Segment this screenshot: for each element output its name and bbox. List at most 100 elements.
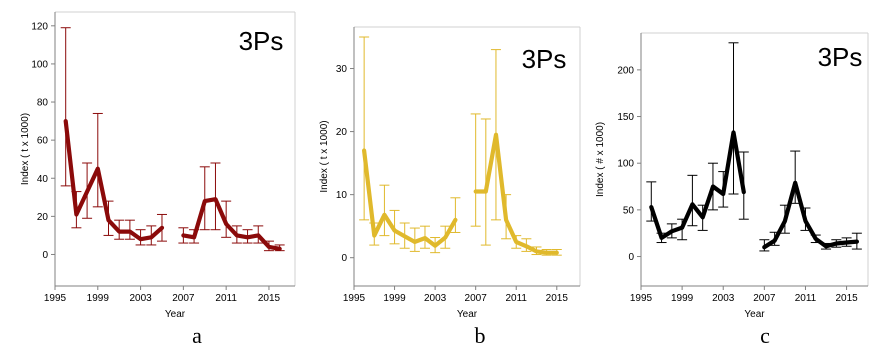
- x-tick-label: 2003: [712, 293, 735, 304]
- y-tick-label: 40: [37, 174, 49, 185]
- caption-a: a: [192, 323, 202, 348]
- data-point: [181, 233, 185, 237]
- series-line-segment-1: [649, 130, 746, 240]
- data-point: [362, 149, 366, 152]
- region-label: 3Ps: [818, 42, 863, 72]
- data-point: [382, 213, 386, 217]
- x-tick-label: 2007: [172, 293, 195, 304]
- x-tick-label: 1999: [671, 293, 694, 304]
- y-tick-label: 0: [341, 253, 347, 264]
- data-point: [224, 222, 228, 226]
- data-point: [649, 205, 653, 209]
- data-point: [701, 215, 705, 219]
- x-tick-label: 1999: [87, 293, 110, 304]
- y-tick-label: 20: [37, 212, 49, 223]
- x-tick-label: 2015: [835, 293, 858, 304]
- data-point: [484, 189, 488, 193]
- data-point: [74, 212, 78, 216]
- y-tick-label: 100: [617, 159, 634, 170]
- y-tick-label: 0: [628, 252, 634, 263]
- data-point: [256, 233, 260, 237]
- x-tick-label: 2011: [505, 293, 527, 304]
- y-tick-label: 200: [617, 65, 634, 76]
- x-tick-label: 2007: [753, 293, 776, 304]
- y-tick-label: 10: [336, 190, 348, 201]
- data-point: [213, 197, 217, 201]
- data-point: [413, 240, 417, 244]
- data-point: [555, 251, 559, 255]
- y-tick-label: 150: [617, 112, 634, 123]
- data-point: [96, 167, 100, 171]
- data-point: [680, 226, 684, 230]
- panel-a: 0 20 40 60 80 100 120 1995 1999 2003 2007 2011 2015 Y…: [0, 0, 298, 320]
- x-axis-title: Year: [457, 309, 478, 320]
- data-point: [494, 133, 498, 137]
- series-line-segment-1: [361, 148, 458, 248]
- series-line-segment-2: [762, 180, 859, 250]
- y-tick-label: 100: [31, 59, 48, 70]
- data-point: [670, 229, 674, 233]
- data-point: [762, 245, 766, 249]
- series-line-segment-1: [63, 118, 165, 242]
- data-point: [660, 236, 664, 240]
- y-tick-label: 60: [37, 136, 49, 147]
- x-axis-title: Year: [744, 309, 765, 320]
- y-tick-label: 20: [336, 127, 348, 138]
- data-point: [524, 244, 528, 248]
- caption-c: c: [760, 323, 770, 348]
- x-tick-label: 2011: [215, 293, 237, 304]
- chart-c: 0 50 100 150 200 1995 1999 2003 2007 2011 2015 Year…: [595, 32, 869, 320]
- series-line-segment-2: [473, 132, 559, 255]
- data-point: [474, 189, 478, 193]
- data-point: [423, 236, 427, 240]
- x-tick-label: 2011: [795, 293, 817, 304]
- data-point: [235, 233, 239, 237]
- data-point: [824, 244, 828, 248]
- chart-b: 0 10 20 30 1995 1999 2003 2007 2011 2015 Year Index…: [319, 26, 581, 320]
- y-axis-title: Index ( t x 1000): [20, 113, 31, 185]
- data-point: [160, 226, 164, 230]
- data-point: [278, 247, 282, 251]
- data-point: [803, 219, 807, 223]
- x-tick-label: 1995: [343, 293, 366, 304]
- chart-a: 0 20 40 60 80 100 120 1995 1999 2003 2007 2011 2015 Y…: [20, 11, 296, 320]
- data-point: [453, 218, 457, 222]
- y-tick-label: 50: [623, 205, 635, 216]
- data-point: [64, 119, 68, 123]
- x-tick-label: 1999: [383, 293, 406, 304]
- data-point: [855, 240, 859, 244]
- data-point: [128, 230, 132, 234]
- y-tick-label: 0: [42, 250, 48, 261]
- data-point: [732, 130, 736, 134]
- data-point: [545, 251, 549, 255]
- data-point: [690, 202, 694, 206]
- panel-b: 0 10 20 30 1995 1999 2003 2007 2011 2015 Year Index…: [298, 0, 582, 320]
- data-point: [742, 190, 746, 194]
- data-point: [117, 230, 121, 234]
- data-point: [721, 192, 725, 196]
- data-point: [85, 190, 89, 194]
- x-tick-label: 1995: [44, 293, 67, 304]
- data-point: [443, 236, 447, 240]
- x-tick-label: 1995: [630, 293, 653, 304]
- y-axis-title: Index ( # x 1000): [595, 122, 606, 197]
- x-axis-title: Year: [165, 309, 186, 320]
- x-tick-label: 2007: [465, 293, 488, 304]
- y-axis-title: Index ( t x 1000): [319, 120, 330, 192]
- data-point: [845, 241, 849, 245]
- x-tick-label: 2003: [129, 293, 152, 304]
- panel-c: 0 50 100 150 200 1995 1999 2003 2007 2011 2015 Year…: [584, 0, 870, 320]
- x-tick-label: 2015: [258, 293, 281, 304]
- caption-b: b: [474, 323, 486, 348]
- data-point: [783, 219, 787, 223]
- data-point: [149, 235, 153, 239]
- data-point: [192, 235, 196, 239]
- data-point: [267, 245, 271, 249]
- data-point: [834, 241, 838, 245]
- x-tick-label: 2003: [424, 293, 447, 304]
- y-tick-label: 30: [336, 64, 348, 75]
- data-point: [504, 218, 508, 222]
- data-point: [372, 234, 376, 238]
- data-point: [433, 244, 437, 248]
- region-label: 3Ps: [522, 44, 567, 74]
